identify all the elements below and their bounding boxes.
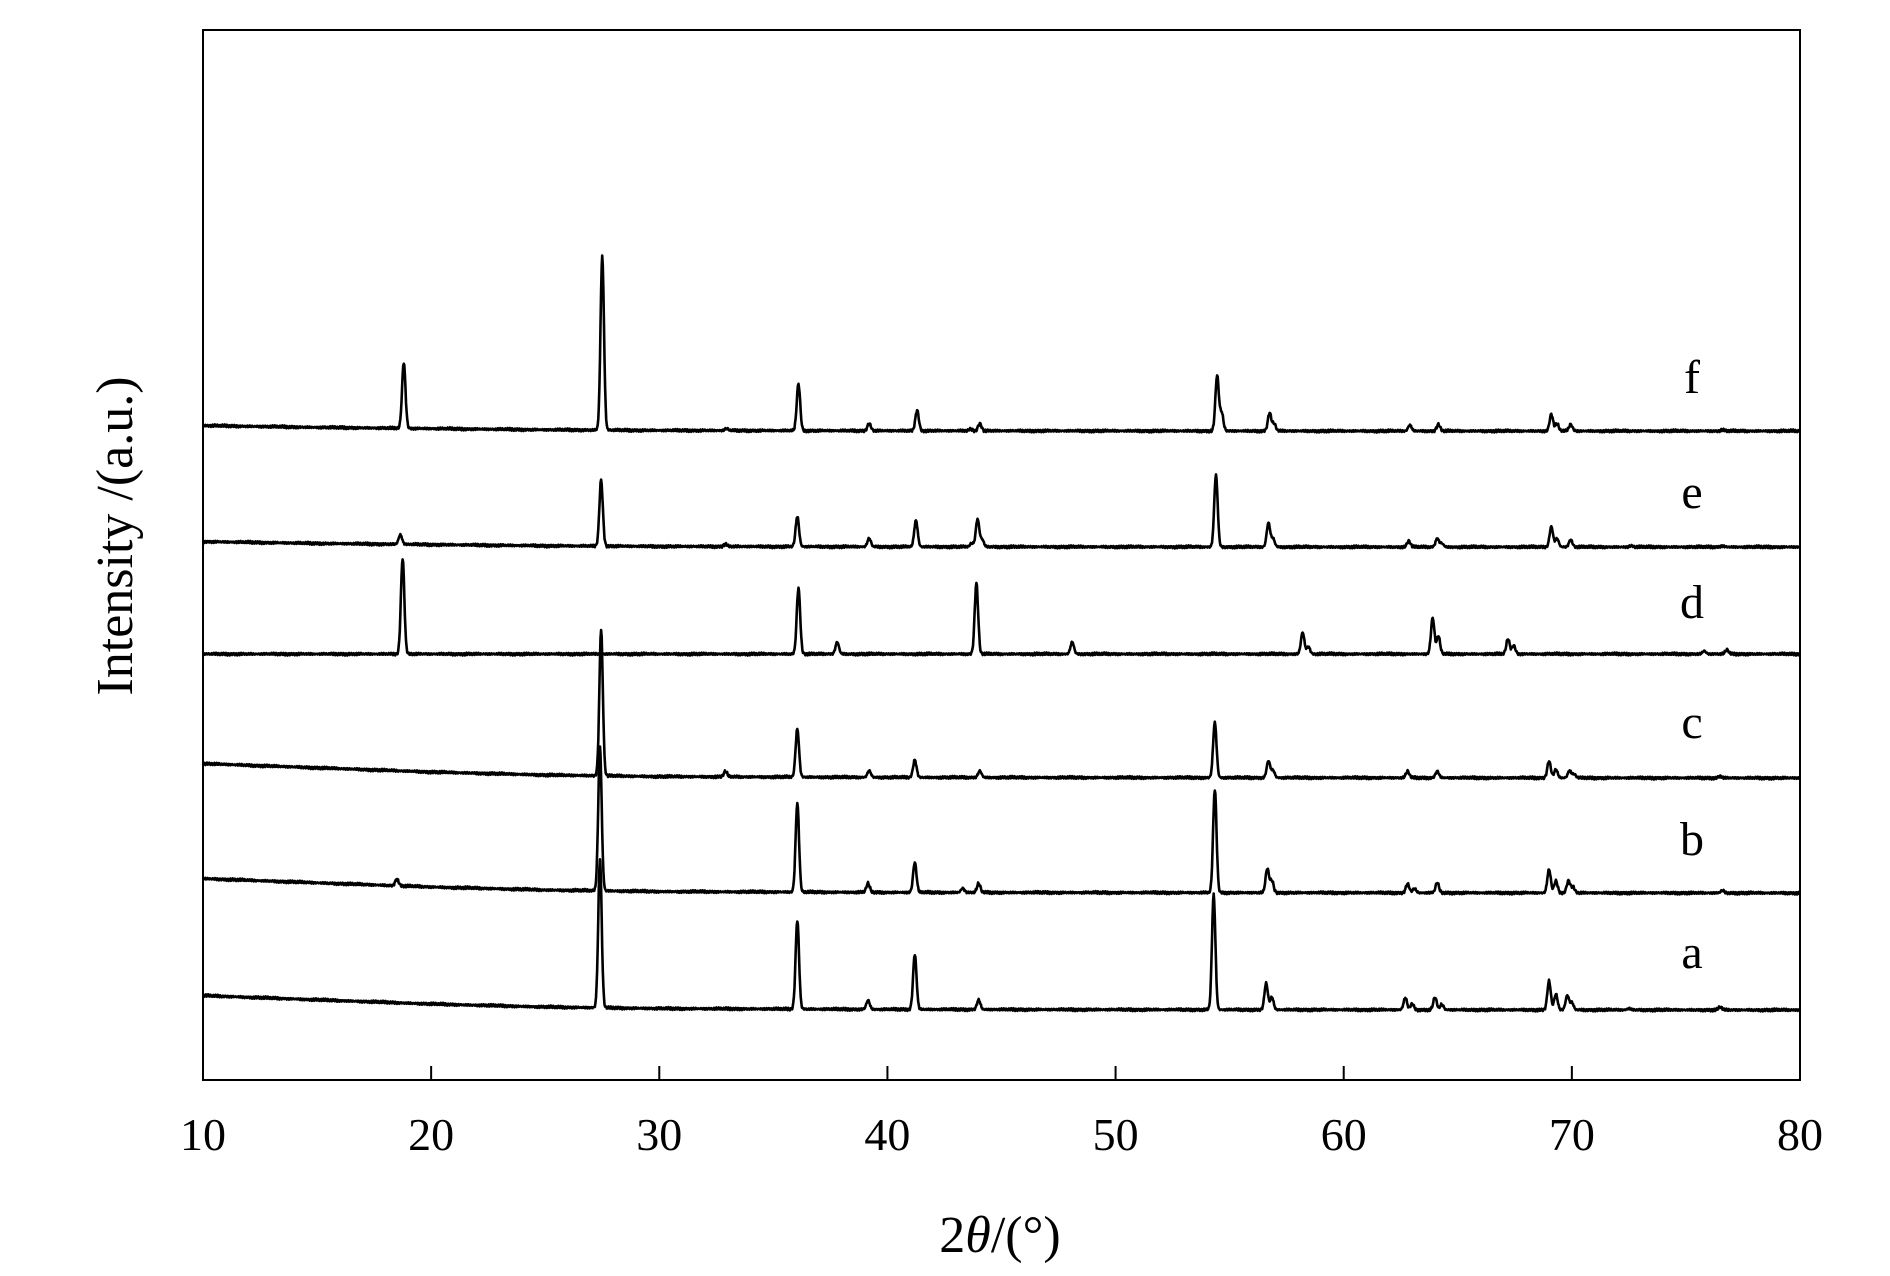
x-tick-label-20: 20 [408, 1109, 454, 1160]
series-trace-a [202, 858, 1802, 1013]
x-tick-label-30: 30 [636, 1109, 682, 1160]
series-label-c: c [1681, 696, 1702, 749]
series-label-f: f [1684, 351, 1700, 404]
series-trace-c [201, 628, 1801, 781]
y-axis-label: Intensity /(a.u.) [87, 376, 144, 695]
plot-frame [202, 29, 1801, 1081]
series-trace-e [202, 473, 1801, 550]
x-tick-label-60: 60 [1321, 1109, 1367, 1160]
x-axis-label: 2θ/(°) [939, 1207, 1060, 1264]
series-labels: a b c d e f [1680, 351, 1704, 979]
series-label-b: b [1680, 813, 1704, 866]
x-axis-ticks [202, 1066, 1801, 1080]
series-traces [201, 254, 1802, 1013]
series-trace-d [202, 558, 1801, 657]
x-tick-label-50: 50 [1093, 1109, 1139, 1160]
series-trace-b [201, 745, 1801, 896]
series-label-a: a [1681, 926, 1702, 979]
x-tick-label-40: 40 [864, 1109, 910, 1160]
x-tick-label-10: 10 [180, 1109, 226, 1160]
x-tick-label-70: 70 [1549, 1109, 1595, 1160]
series-label-d: d [1680, 576, 1704, 629]
series-label-e: e [1681, 466, 1702, 519]
series-trace-f [201, 254, 1801, 434]
x-axis-tick-labels: 10 20 30 40 50 60 70 80 [180, 1109, 1823, 1160]
x-tick-label-80: 80 [1777, 1109, 1823, 1160]
